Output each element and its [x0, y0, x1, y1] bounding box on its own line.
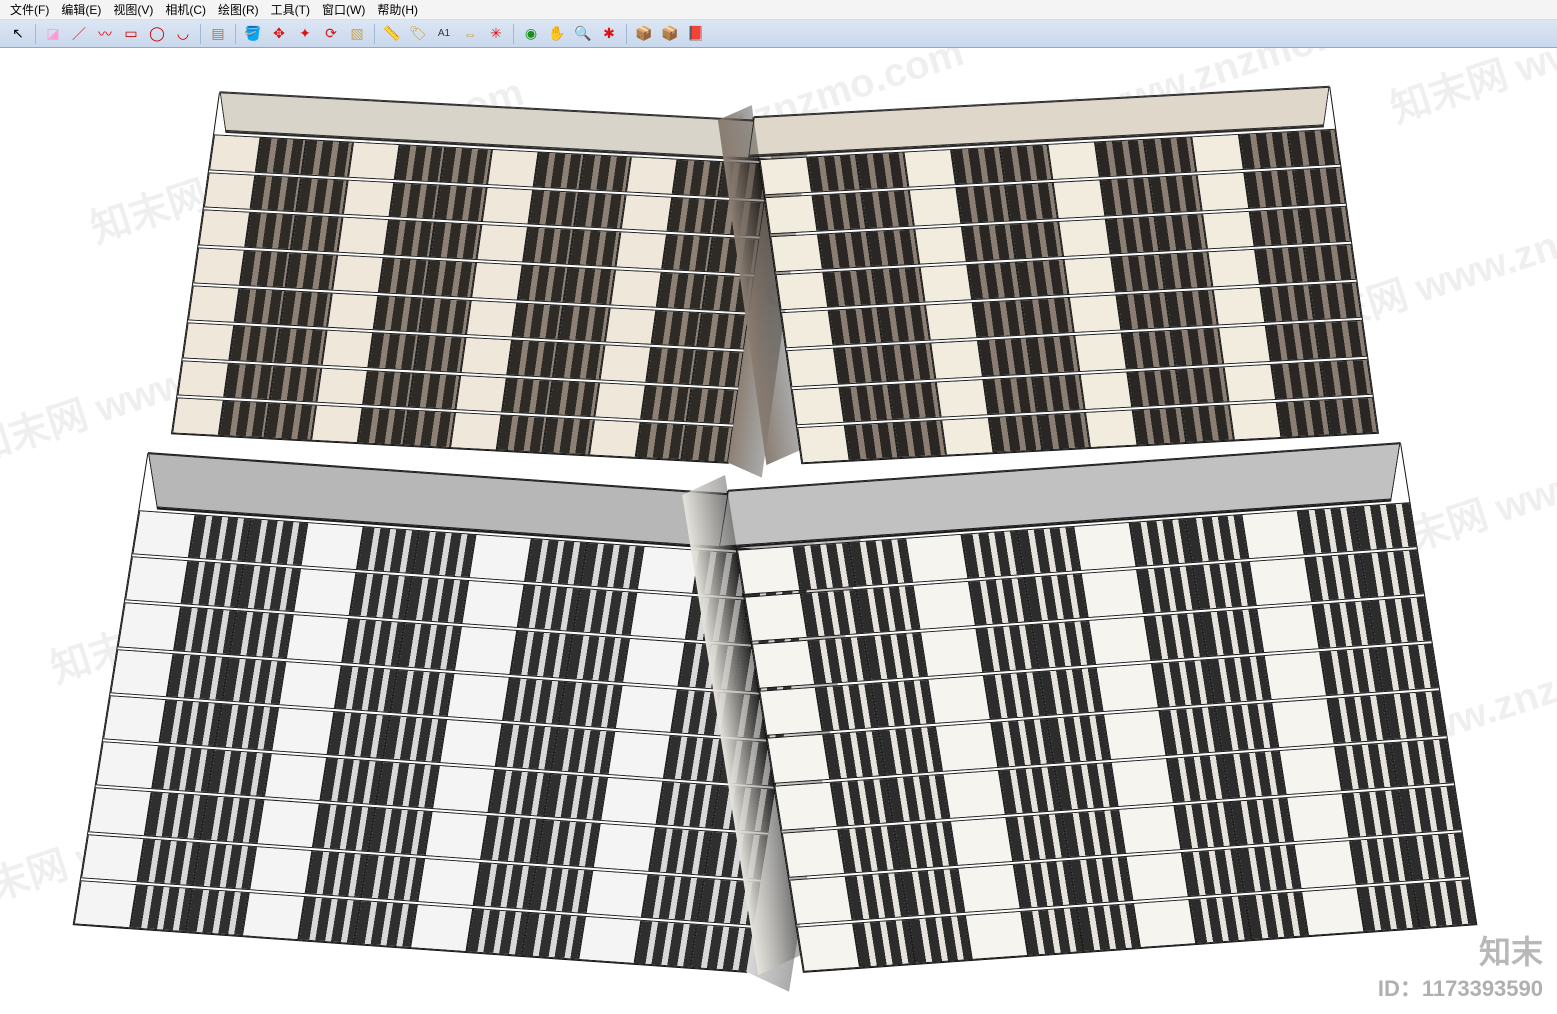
toolbar-separator	[374, 24, 375, 44]
extensions-tool[interactable]: 📦	[658, 22, 682, 46]
3dwarehouse-tool[interactable]: 📦	[632, 22, 656, 46]
layout-tool[interactable]: 📕	[684, 22, 708, 46]
model-viewport[interactable]: 知末网 www.znzmo.com知末网 www.znzmo.com知末网 ww…	[0, 48, 1557, 1014]
brand-id: ID：1173393590	[1378, 974, 1543, 1004]
menu-camera[interactable]: 相机(C)	[161, 0, 210, 19]
toolbar-separator	[235, 24, 236, 44]
menu-window[interactable]: 窗口(W)	[318, 0, 369, 19]
line-tool[interactable]: ／	[67, 22, 91, 46]
menu-tools[interactable]: 工具(T)	[267, 0, 314, 19]
watermark-text: 知末网 www.znzmo.com	[1382, 48, 1557, 134]
tape-tool[interactable]: 📏	[380, 22, 404, 46]
toolbar-separator	[513, 24, 514, 44]
pan-tool[interactable]: ✋	[545, 22, 569, 46]
brand-watermark: 知末 ID：1173393590	[1378, 931, 1543, 1004]
paintbucket-tool[interactable]: 🪣	[241, 22, 265, 46]
pushpull-tool[interactable]: ▤	[206, 22, 230, 46]
main-toolbar: ↖◪／〰▭◯◡▤🪣✥✦⟳▧📏🏷A1⇔✳◉✋🔍✱📦📦📕	[0, 20, 1557, 48]
building-top-left	[172, 93, 776, 462]
building-top-right	[754, 88, 1378, 463]
menu-file[interactable]: 文件(F)	[6, 0, 53, 19]
toolbar-separator	[200, 24, 201, 44]
axes-tool[interactable]: ✳	[484, 22, 508, 46]
protractor-tool[interactable]: 🏷	[406, 22, 430, 46]
field-of-view-tool[interactable]: ✱	[597, 22, 621, 46]
brand-id-label: ID：	[1378, 976, 1422, 1001]
scale-tool[interactable]: ⟳	[319, 22, 343, 46]
offset-tool[interactable]: ▧	[345, 22, 369, 46]
toolbar-separator	[626, 24, 627, 44]
brand-name: 知末	[1378, 931, 1543, 974]
brand-id-value: 1173393590	[1422, 976, 1543, 1001]
dimension-tool[interactable]: ⇔	[458, 22, 482, 46]
freehand-tool[interactable]: 〰	[93, 22, 117, 46]
zoom-tool[interactable]: 🔍	[571, 22, 595, 46]
menu-edit[interactable]: 编辑(E)	[57, 0, 105, 19]
toolbar-separator	[35, 24, 36, 44]
select-tool[interactable]: ↖	[6, 22, 30, 46]
building-bottom-right	[728, 444, 1476, 972]
rectangle-tool[interactable]: ▭	[119, 22, 143, 46]
menu-draw[interactable]: 绘图(R)	[214, 0, 263, 19]
arc-tool[interactable]: ◡	[171, 22, 195, 46]
text-tool[interactable]: A1	[432, 22, 456, 46]
menu-help[interactable]: 帮助(H)	[373, 0, 422, 19]
menu-view[interactable]: 视图(V)	[109, 0, 157, 19]
orbit-tool[interactable]: ◉	[519, 22, 543, 46]
rotate-tool[interactable]: ✦	[293, 22, 317, 46]
move-tool[interactable]: ✥	[267, 22, 291, 46]
eraser-tool[interactable]: ◪	[41, 22, 65, 46]
circle-tool[interactable]: ◯	[145, 22, 169, 46]
menu-bar: 文件(F) 编辑(E) 视图(V) 相机(C) 绘图(R) 工具(T) 窗口(W…	[0, 0, 1557, 20]
